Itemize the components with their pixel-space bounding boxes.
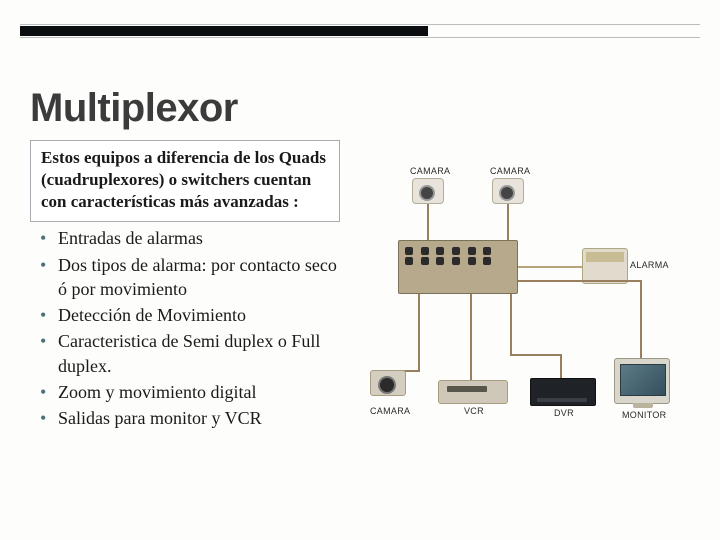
diagram-column: CAMARA CAMARA ALARMA bbox=[350, 140, 690, 520]
monitor-icon bbox=[614, 358, 670, 404]
alarm-panel-icon bbox=[582, 248, 628, 284]
bullet-item: Detección de Movimiento bbox=[40, 303, 340, 327]
intro-paragraph: Estos equipos a diferencia de los Quads … bbox=[30, 140, 340, 222]
vcr-icon bbox=[438, 380, 508, 404]
bullet-list: Entradas de alarmas Dos tipos de alarma:… bbox=[30, 226, 340, 430]
wire bbox=[518, 280, 642, 282]
vcr-label: VCR bbox=[464, 406, 484, 416]
bullet-item: Entradas de alarmas bbox=[40, 226, 340, 250]
header-accent-band bbox=[20, 24, 700, 38]
wire bbox=[470, 294, 472, 380]
text-column: Estos equipos a diferencia de los Quads … bbox=[30, 140, 350, 520]
camera-icon bbox=[370, 370, 406, 396]
wire bbox=[507, 204, 509, 240]
wire bbox=[427, 204, 429, 240]
band-thick-bar bbox=[20, 26, 428, 36]
bullet-item: Dos tipos de alarma: por contacto seco ó… bbox=[40, 253, 340, 302]
bullet-item: Zoom y movimiento digital bbox=[40, 380, 340, 404]
band-line-top bbox=[20, 24, 700, 25]
camera-label: CAMARA bbox=[490, 166, 530, 176]
wire bbox=[510, 354, 562, 356]
camera-icon bbox=[412, 178, 444, 204]
wire bbox=[560, 354, 562, 378]
bullet-item: Salidas para monitor y VCR bbox=[40, 406, 340, 430]
content-row: Estos equipos a diferencia de los Quads … bbox=[30, 140, 690, 520]
port-grid bbox=[405, 247, 497, 265]
bullet-item: Caracteristica de Semi duplex o Full dup… bbox=[40, 329, 340, 378]
wire bbox=[518, 266, 582, 268]
wire bbox=[640, 280, 642, 358]
wiring-diagram: CAMARA CAMARA ALARMA bbox=[370, 170, 680, 440]
camera-icon bbox=[492, 178, 524, 204]
slide-title: Multiplexor bbox=[30, 86, 238, 131]
dvr-icon bbox=[530, 378, 596, 406]
band-line-bottom bbox=[20, 37, 700, 38]
multiplexer-icon bbox=[398, 240, 518, 294]
alarm-label: ALARMA bbox=[630, 260, 669, 270]
dvr-label: DVR bbox=[554, 408, 574, 418]
monitor-label: MONITOR bbox=[622, 410, 666, 420]
wire bbox=[418, 294, 420, 370]
camera-label: CAMARA bbox=[370, 406, 410, 416]
camera-label: CAMARA bbox=[410, 166, 450, 176]
wire bbox=[510, 294, 512, 354]
